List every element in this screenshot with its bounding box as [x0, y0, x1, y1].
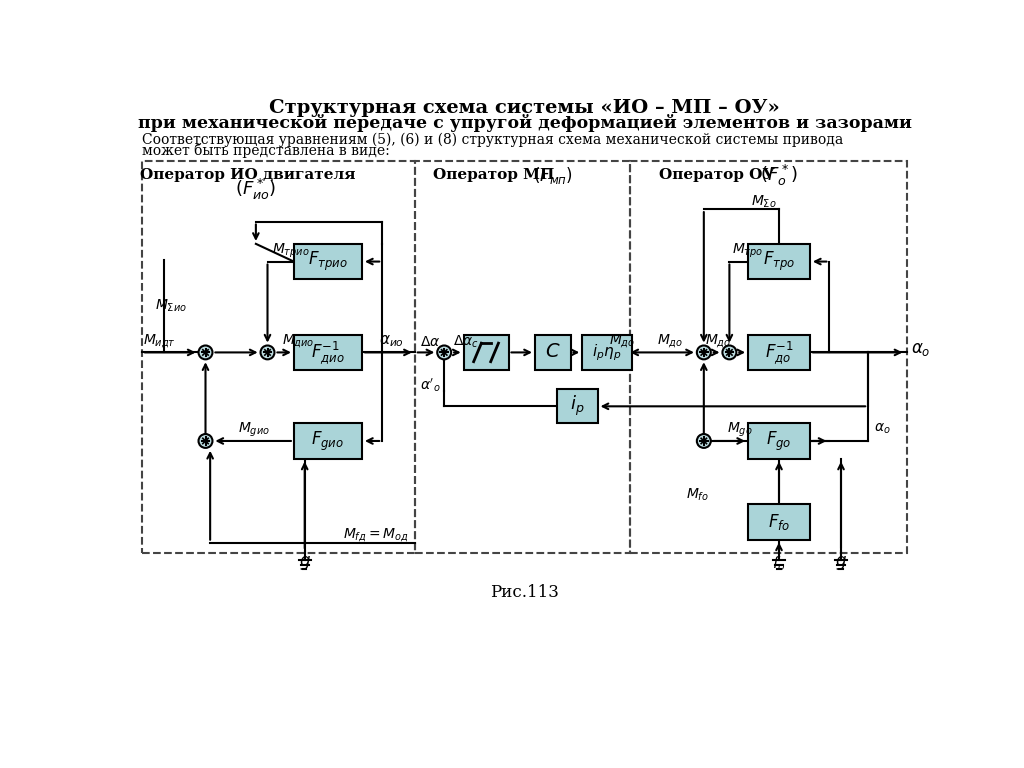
- Text: $F_{\mathit{тро}}$: $F_{\mathit{тро}}$: [763, 250, 796, 273]
- Text: $F^{-1}_{\mathit{до}}$: $F^{-1}_{\mathit{до}}$: [765, 339, 794, 366]
- Bar: [748, 244, 810, 280]
- Circle shape: [199, 346, 212, 359]
- Text: $F^{-1}_{\mathit{дио}}$: $F^{-1}_{\mathit{дио}}$: [311, 339, 345, 366]
- Text: $(F^*_{\mathit{ио}})$: $(F^*_{\mathit{ио}})$: [236, 177, 276, 202]
- Circle shape: [697, 346, 711, 359]
- Text: $F_{\mathit{gо}}$: $F_{\mathit{gо}}$: [766, 429, 792, 452]
- Text: $F_{\mathit{fо}}$: $F_{\mathit{fо}}$: [768, 511, 791, 531]
- Text: Соответствующая уравнениям (5), (6) и (8) структурная схема механической системы: Соответствующая уравнениям (5), (6) и (8…: [142, 133, 843, 147]
- Text: $M_{\mathit{до}}$: $M_{\mathit{до}}$: [609, 333, 636, 350]
- Text: $(F^*_{\mathit{о}})$: $(F^*_{\mathit{о}})$: [760, 163, 798, 188]
- Circle shape: [722, 346, 736, 359]
- Circle shape: [697, 434, 711, 448]
- Circle shape: [437, 346, 452, 359]
- Text: Оператор ИО двигателя: Оператор ИО двигателя: [140, 168, 356, 182]
- Text: Оператор МП: Оператор МП: [433, 168, 554, 182]
- Text: $\Delta\alpha$: $\Delta\alpha$: [420, 335, 440, 349]
- Text: $M_{\mathit{тро}}$: $M_{\mathit{тро}}$: [732, 242, 764, 260]
- Text: $g$: $g$: [299, 554, 310, 572]
- Text: $M_{\mathit{дио}}$: $M_{\mathit{дио}}$: [283, 333, 314, 350]
- Text: $\alpha_{\mathit{ио}}$: $\alpha_{\mathit{ио}}$: [379, 334, 404, 349]
- Text: $\alpha_{\mathit{о}}$: $\alpha_{\mathit{о}}$: [910, 341, 930, 358]
- Bar: [415, 161, 630, 553]
- Bar: [557, 389, 598, 423]
- Text: Структурная схема системы «ИО – МП – ОУ»: Структурная схема системы «ИО – МП – ОУ»: [269, 98, 780, 117]
- Bar: [583, 335, 632, 370]
- Bar: [294, 244, 362, 280]
- Text: $F_{\mathit{gио}}$: $F_{\mathit{gио}}$: [311, 429, 344, 452]
- Circle shape: [260, 346, 274, 359]
- Text: $M_{\mathit{gио}}$: $M_{\mathit{gио}}$: [238, 421, 269, 439]
- Text: $f_{\mathit{о}}$: $f_{\mathit{о}}$: [772, 554, 785, 573]
- Text: $i_p\eta_p$: $i_p\eta_p$: [592, 342, 622, 362]
- Text: $M_{\Sigma\mathit{ио}}$: $M_{\Sigma\mathit{ио}}$: [155, 298, 186, 314]
- Text: $F_{\mathit{трио}}$: $F_{\mathit{трио}}$: [308, 250, 348, 273]
- Text: $\alpha'_{\mathit{о}}$: $\alpha'_{\mathit{о}}$: [420, 376, 440, 393]
- Text: Оператор ОУ: Оператор ОУ: [659, 168, 775, 182]
- Text: $M_{\mathit{до}}$: $M_{\mathit{до}}$: [706, 333, 732, 350]
- Bar: [748, 335, 810, 370]
- Bar: [630, 161, 907, 553]
- Text: $i_p$: $i_p$: [570, 394, 585, 419]
- Bar: [535, 335, 570, 370]
- Text: $M_{\Sigma\mathit{о}}$: $M_{\Sigma\mathit{о}}$: [751, 194, 776, 210]
- Text: $g$: $g$: [835, 554, 847, 572]
- Bar: [748, 504, 810, 540]
- Text: $M_{\mathit{до}}$: $M_{\mathit{до}}$: [657, 333, 684, 350]
- Bar: [142, 161, 415, 553]
- Circle shape: [199, 434, 212, 448]
- Text: $M_{\mathit{gо}}$: $M_{\mathit{gо}}$: [727, 421, 753, 439]
- Text: $(F_{\mathit{мп}})$: $(F_{\mathit{мп}})$: [532, 165, 572, 186]
- Text: $M_{\mathit{трио}}$: $M_{\mathit{трио}}$: [272, 242, 309, 260]
- Text: $\alpha_{\mathit{о}}$: $\alpha_{\mathit{о}}$: [873, 422, 890, 436]
- Bar: [294, 423, 362, 458]
- Text: $\Delta\alpha_c$: $\Delta\alpha_c$: [453, 333, 479, 350]
- Text: может быть представлена в виде:: может быть представлена в виде:: [142, 143, 390, 158]
- Bar: [294, 335, 362, 370]
- Text: $M_{f\mathit{д}} = M_{\mathit{од}}$: $M_{f\mathit{д}} = M_{\mathit{од}}$: [343, 526, 409, 544]
- Text: при механической передаче с упругой деформацией элементов и зазорами: при механической передаче с упругой дефо…: [138, 114, 911, 132]
- Bar: [464, 335, 509, 370]
- Text: $M_{\mathit{идт}}$: $M_{\mathit{идт}}$: [142, 333, 175, 350]
- Text: Рис.113: Рис.113: [490, 584, 559, 601]
- Text: $C$: $C$: [545, 343, 560, 362]
- Text: $M_{\mathit{fо}}$: $M_{\mathit{fо}}$: [686, 487, 709, 503]
- Bar: [748, 423, 810, 458]
